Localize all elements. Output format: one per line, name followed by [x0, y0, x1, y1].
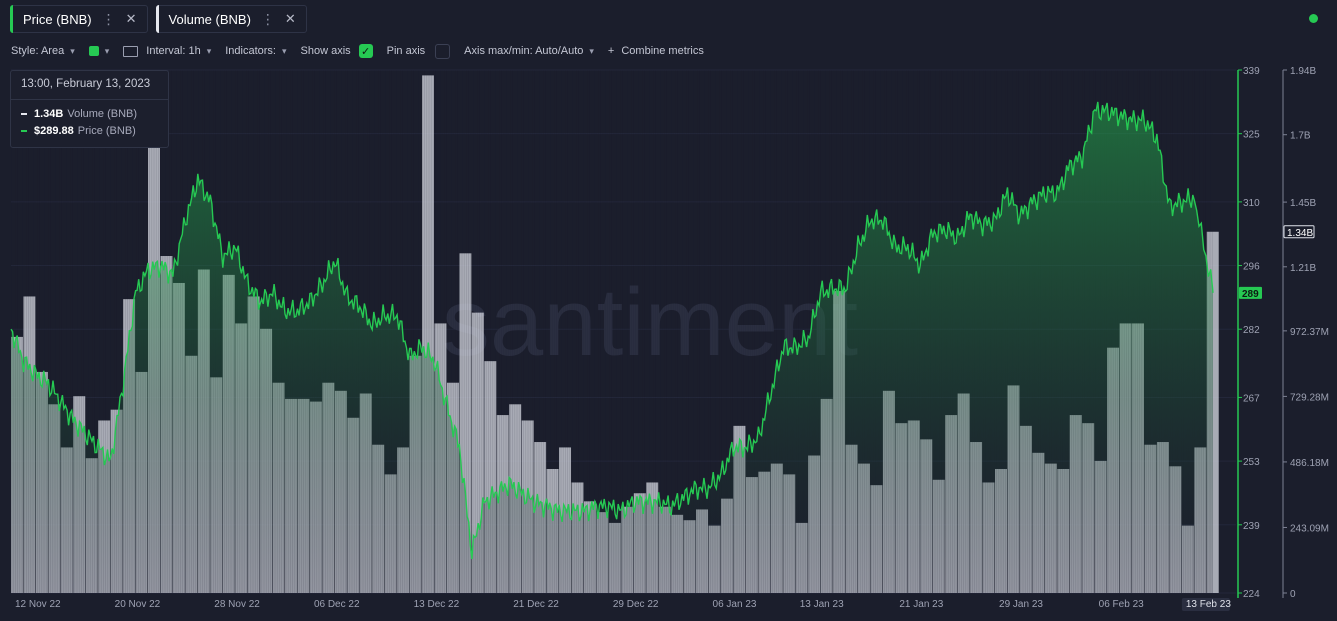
x-axis-tick-label: 28 Nov 22: [214, 599, 260, 610]
current-date-badge: [1181, 598, 1230, 611]
indicators-label: Indicators:: [225, 45, 276, 57]
show-axis-toggle[interactable]: Show axis ✓: [301, 44, 373, 58]
price-last-value-badge: [1239, 286, 1262, 299]
volume-axis-tick-label: 0: [1290, 589, 1296, 600]
color-picker[interactable]: ▾: [88, 45, 110, 57]
volume-axis-tick-label: 486.18M: [1290, 458, 1329, 469]
x-axis-tick-label: 06 Dec 22: [314, 599, 360, 610]
tab-volume-label: Volume (BNB): [168, 11, 251, 27]
price-area-fill: [11, 101, 1213, 594]
live-status-dot-icon: [1309, 14, 1318, 23]
price-last-value-label: 289: [1242, 289, 1259, 300]
calendar-icon: [123, 45, 139, 57]
chevron-down-icon: ▾: [281, 45, 287, 56]
price-axis-tick-label: 267: [1243, 393, 1260, 404]
style-dropdown[interactable]: Style: Area ▾: [11, 45, 75, 57]
tab-price-label: Price (BNB): [23, 11, 92, 27]
chart-toolbar: Style: Area ▾ ▾ Interval: 1h ▾ Indicator…: [11, 43, 718, 59]
pin-axis-label: Pin axis: [386, 45, 426, 57]
volume-bar[interactable]: [459, 253, 472, 593]
volume-axis-tick-label: 972.37M: [1290, 327, 1329, 338]
show-axis-label: Show axis: [300, 45, 351, 57]
volume-bar[interactable]: [422, 75, 435, 594]
x-axis-tick-label: 13 Dec 22: [414, 599, 460, 610]
tab-volume-close-icon[interactable]: ✕: [284, 11, 296, 26]
price-axis-tick-label: 339: [1243, 66, 1260, 77]
volume-bar[interactable]: [484, 361, 497, 593]
tab-price-color-bar: [10, 5, 13, 33]
tooltip-divider: [11, 99, 168, 100]
tooltip-price-label: Price (BNB): [77, 125, 136, 137]
tab-price-close-icon[interactable]: ✕: [125, 11, 137, 26]
plus-icon: +: [607, 45, 615, 57]
chevron-down-icon: ▾: [70, 45, 75, 56]
checkbox-checked-icon[interactable]: ✓: [358, 44, 373, 58]
x-axis-tick-label: 29 Dec 22: [613, 599, 659, 610]
tab-volume[interactable]: Volume (BNB) ⋮ ✕: [155, 5, 307, 33]
x-axis-tick-label: 21 Dec 22: [513, 599, 559, 610]
x-axis-tick-label: 13 Feb 23: [1186, 599, 1231, 610]
tab-price[interactable]: Price (BNB) ⋮ ✕: [10, 5, 148, 33]
x-axis-tick-label: 20 Nov 22: [115, 599, 161, 610]
volume-axis-tick-label: 1.45B: [1290, 198, 1316, 209]
color-swatch-icon: [88, 46, 99, 56]
hover-tooltip: 13:00, February 13, 2023 1.34B Volume (B…: [10, 70, 169, 148]
x-axis-tick-label: 12 Nov 22: [15, 599, 61, 610]
interval-dropdown[interactable]: Interval: 1h ▾: [123, 45, 211, 57]
price-legend-mark: [21, 130, 27, 132]
x-axis-tick-label: 06 Jan 23: [713, 599, 757, 610]
tab-volume-menu-icon[interactable]: ⋮: [260, 10, 275, 27]
tooltip-volume-value: 1.34B: [34, 108, 64, 120]
price-axis-tick-label: 253: [1243, 457, 1260, 468]
chevron-down-icon: ▾: [206, 45, 212, 56]
volume-legend-mark: [21, 113, 27, 115]
axis-maxmin-dropdown[interactable]: Axis max/min: Auto/Auto ▾: [464, 45, 594, 57]
interval-label: Interval: 1h: [146, 45, 201, 57]
price-axis-tick-label: 224: [1243, 589, 1260, 600]
style-label: Style: Area: [11, 45, 65, 57]
tab-price-menu-icon[interactable]: ⋮: [101, 10, 116, 27]
checkbox-unchecked-icon[interactable]: [435, 43, 451, 59]
tooltip-volume-label: Volume (BNB): [67, 108, 138, 120]
volume-bar[interactable]: [471, 312, 484, 593]
volume-axis-tick-label: 1.94B: [1290, 66, 1316, 77]
x-axis-tick-label: 29 Jan 23: [999, 599, 1043, 610]
combine-metrics-button[interactable]: + Combine metrics: [608, 45, 704, 57]
volume-axis-tick-label: 1.7B: [1290, 131, 1311, 142]
tooltip-volume-row: 1.34B Volume (BNB): [21, 108, 137, 120]
tab-volume-color-bar: [155, 5, 159, 33]
tooltip-price-value: $289.88: [34, 125, 74, 137]
x-axis-tick-label: 21 Jan 23: [899, 599, 943, 610]
chevron-down-icon: ▾: [104, 45, 110, 56]
tooltip-price-row: $289.88 Price (BNB): [21, 125, 136, 137]
combine-metrics-label: Combine metrics: [621, 45, 704, 57]
price-axis-tick-label: 325: [1243, 130, 1260, 141]
volume-last-value-label: 1.34B: [1287, 228, 1313, 239]
price-line[interactable]: [10, 101, 1214, 560]
volume-axis-tick-label: 1.21B: [1290, 263, 1316, 274]
metric-tabs: Price (BNB) ⋮ ✕ Volume (BNB) ⋮ ✕: [10, 5, 307, 33]
volume-last-value-badge: [1283, 225, 1315, 239]
tooltip-date: 13:00, February 13, 2023: [21, 78, 151, 90]
price-axis-tick-label: 296: [1243, 262, 1260, 273]
price-axis-tick-label: 282: [1243, 325, 1260, 336]
indicators-dropdown[interactable]: Indicators: ▾: [225, 45, 286, 57]
volume-axis-tick-label: 243.09M: [1290, 523, 1329, 534]
pin-axis-toggle[interactable]: Pin axis: [386, 43, 451, 59]
x-axis-tick-label: 06 Feb 23: [1099, 599, 1144, 610]
axis-maxmin-label: Axis max/min: Auto/Auto: [464, 45, 584, 57]
chevron-down-icon: ▾: [589, 45, 594, 56]
price-axis-tick-label: 310: [1243, 198, 1260, 209]
price-axis-tick-label: 239: [1243, 521, 1260, 532]
x-axis-tick-label: 13 Jan 23: [800, 599, 844, 610]
volume-axis-tick-label: 729.28M: [1290, 392, 1329, 403]
